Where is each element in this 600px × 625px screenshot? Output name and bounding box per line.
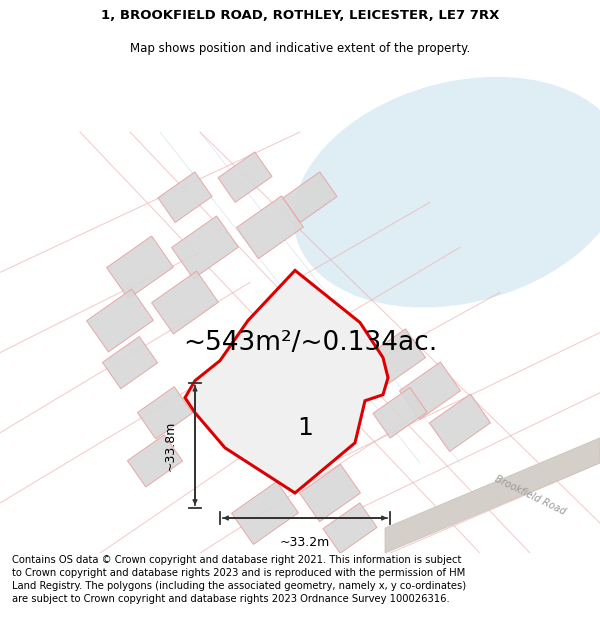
Polygon shape	[137, 387, 193, 439]
Polygon shape	[127, 435, 182, 487]
Polygon shape	[103, 336, 158, 389]
Polygon shape	[152, 271, 218, 334]
Polygon shape	[323, 503, 377, 553]
Polygon shape	[373, 388, 427, 438]
Text: ~543m²/~0.134ac.: ~543m²/~0.134ac.	[183, 329, 437, 356]
Text: Contains OS data © Crown copyright and database right 2021. This information is : Contains OS data © Crown copyright and d…	[12, 554, 466, 604]
Polygon shape	[364, 329, 425, 386]
Ellipse shape	[293, 77, 600, 308]
Text: 1: 1	[297, 416, 313, 440]
Polygon shape	[185, 271, 388, 493]
Polygon shape	[283, 172, 337, 222]
Polygon shape	[400, 362, 461, 419]
Text: Map shows position and indicative extent of the property.: Map shows position and indicative extent…	[130, 42, 470, 56]
Polygon shape	[385, 438, 600, 553]
Polygon shape	[236, 196, 304, 259]
Polygon shape	[299, 464, 361, 522]
Polygon shape	[158, 172, 212, 222]
Text: 1, BROOKFIELD ROAD, ROTHLEY, LEICESTER, LE7 7RX: 1, BROOKFIELD ROAD, ROTHLEY, LEICESTER, …	[101, 9, 499, 22]
Polygon shape	[107, 236, 173, 299]
Polygon shape	[86, 289, 154, 352]
Text: ~33.2m: ~33.2m	[280, 536, 330, 549]
Text: ~33.8m: ~33.8m	[164, 420, 177, 471]
Polygon shape	[232, 482, 298, 544]
Text: Brookfield Road: Brookfield Road	[493, 474, 567, 516]
Polygon shape	[430, 394, 491, 451]
Polygon shape	[218, 152, 272, 202]
Polygon shape	[172, 216, 238, 279]
